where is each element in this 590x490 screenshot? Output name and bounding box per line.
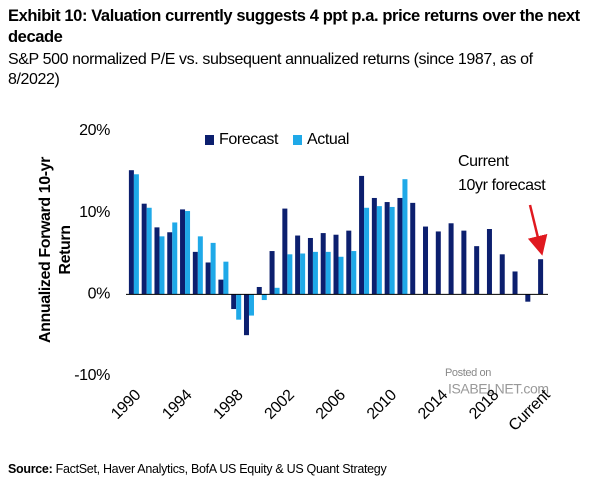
bar (364, 207, 370, 295)
bar (185, 211, 191, 295)
legend-label: Actual (307, 131, 349, 148)
bar (295, 235, 301, 295)
bar (435, 231, 441, 295)
bar (231, 294, 237, 310)
bar (133, 174, 139, 295)
bar (159, 236, 165, 295)
bar (154, 227, 160, 295)
bar (397, 197, 403, 295)
annotation: 10yr forecast (458, 177, 546, 194)
bar (167, 232, 173, 295)
bar (236, 294, 242, 320)
bar (461, 230, 467, 295)
bar (384, 202, 390, 295)
legend-label: Forecast (219, 131, 279, 148)
bar (274, 287, 280, 295)
y-tick-label: -10% (74, 367, 110, 384)
bar (243, 294, 249, 336)
bar (525, 294, 531, 302)
bar (172, 222, 178, 295)
source-label: Source: (8, 462, 53, 476)
bar (371, 197, 377, 295)
bar (410, 202, 416, 295)
bar (325, 251, 331, 295)
x-tick-label: 1994 (159, 386, 195, 422)
bar (499, 254, 505, 295)
bar (141, 203, 147, 295)
bar (223, 261, 229, 295)
y-tick-label: 10% (79, 204, 110, 221)
bar (287, 254, 293, 295)
bar (333, 234, 339, 295)
chart-subtitle: S&P 500 normalized P/E vs. subsequent an… (8, 51, 533, 88)
bar (474, 246, 480, 295)
bar (282, 208, 288, 295)
bar (261, 294, 267, 301)
bar (338, 256, 344, 295)
watermark: ISABELNET.com (448, 381, 549, 397)
annotation-arrow (527, 204, 548, 256)
bar (376, 206, 382, 295)
bar (320, 233, 326, 295)
legend-swatch (205, 135, 214, 145)
y-axis-label: Return (57, 225, 74, 274)
x-tick-label: 2006 (313, 386, 349, 422)
bar (146, 207, 152, 295)
bar (128, 170, 134, 295)
bar (248, 294, 254, 316)
bar (180, 209, 186, 295)
bar (359, 175, 365, 295)
bar (205, 262, 211, 295)
x-tick-label: 1990 (108, 386, 144, 422)
y-tick-label: 20% (79, 122, 110, 139)
bar (197, 236, 203, 295)
bar (486, 229, 492, 295)
bar (192, 251, 198, 295)
bar (346, 230, 352, 295)
bar (312, 251, 318, 295)
bar (269, 251, 275, 295)
watermark: Posted on (445, 367, 491, 379)
bar (512, 271, 518, 295)
bar (423, 226, 429, 295)
source: Source: FactSet, Haver Analytics, BofA U… (8, 462, 387, 476)
chart-title: Exhibit 10: Valuation currently suggests… (8, 7, 580, 46)
bar (538, 259, 544, 295)
bar (389, 206, 395, 295)
source-text: FactSet, Haver Analytics, BofA US Equity… (55, 462, 387, 476)
y-axis-label: Annualized Forward 10-yr (37, 157, 54, 343)
bar (300, 253, 306, 295)
bar (218, 279, 224, 295)
x-tick-label: 2014 (415, 386, 451, 422)
chart: Annualized Forward 10-yr Return Current … (37, 122, 554, 434)
bar (351, 251, 357, 295)
annotation: Current (458, 153, 510, 170)
x-tick-label: 1998 (210, 386, 246, 422)
x-tick-label: 2002 (262, 386, 298, 422)
legend-swatch (293, 135, 302, 145)
bar (402, 179, 408, 295)
bar (210, 242, 216, 295)
bar (256, 286, 262, 295)
y-tick-label: 0% (88, 286, 110, 303)
bar (448, 223, 454, 295)
x-tick-label: 2010 (364, 386, 400, 422)
bar (307, 237, 313, 295)
